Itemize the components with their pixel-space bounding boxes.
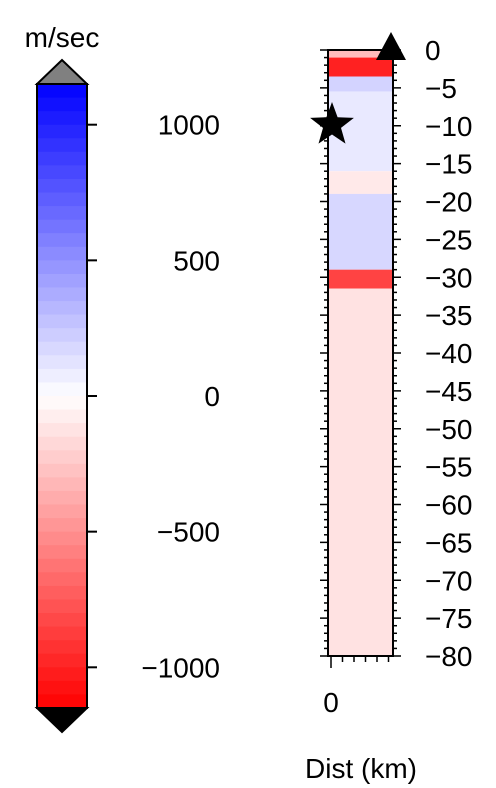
- colorbar-over-triangle: [34, 58, 90, 85]
- colorbar-band: [37, 165, 87, 180]
- velocity-layer: [328, 269, 393, 289]
- y-tick-label: −15: [425, 149, 473, 180]
- y-tick-label: −80: [425, 641, 473, 672]
- colorbar-ticks: 1000 500 0 −500 −1000: [87, 110, 220, 683]
- colorbar-band: [37, 341, 87, 356]
- colorbar-band: [37, 111, 87, 126]
- y-tick-label: −70: [425, 565, 473, 596]
- velocity-layer: [328, 171, 393, 194]
- colorbar-band: [37, 504, 87, 519]
- colorbar-band: [37, 192, 87, 207]
- colorbar-tick-label: 1000: [158, 110, 220, 141]
- x-axis-label: Dist (km): [305, 753, 417, 784]
- colorbar-band: [37, 613, 87, 628]
- colorbar-band: [37, 423, 87, 438]
- y-tick-label: −20: [425, 187, 473, 218]
- colorbar-band: [37, 667, 87, 682]
- colorbar-band: [37, 124, 87, 139]
- y-tick-label: −10: [425, 111, 473, 142]
- y-tick-label: −45: [425, 376, 473, 407]
- colorbar-unit-label: m/sec: [25, 22, 100, 53]
- profile-panel: 0 −5 −10 −15 −20 −25 −30 −35 −40 −45 −50 −55 −60 −65 −…: [305, 32, 473, 784]
- y-tick-label: −75: [425, 603, 473, 634]
- y-tick-label: 0: [425, 35, 441, 66]
- velocity-layer: [328, 50, 393, 58]
- y-tick-label: −5: [425, 73, 457, 104]
- colorbar-band: [37, 558, 87, 573]
- colorbar-band: [37, 463, 87, 478]
- colorbar-band: [37, 409, 87, 424]
- colorbar-tick-label: −1000: [141, 652, 220, 683]
- colorbar-band: [37, 572, 87, 587]
- y-tick-label: −25: [425, 224, 473, 255]
- profile-markers: [310, 32, 406, 144]
- profile-axes: 0 −5 −10 −15 −20 −25 −30 −35 −40 −45 −50 −55 −60 −65 −…: [320, 35, 473, 718]
- colorbar-tick-label: 0: [204, 381, 220, 412]
- colorbar-band: [37, 585, 87, 601]
- colorbar-band: [37, 151, 87, 166]
- colorbar-band: [37, 545, 87, 560]
- colorbar-tick-label: −500: [157, 517, 220, 548]
- colorbar-band: [37, 206, 87, 221]
- x-tick-label: 0: [323, 687, 339, 718]
- y-tick-label: −50: [425, 414, 473, 445]
- colorbar-band: [37, 84, 87, 99]
- triangle-marker: [376, 32, 406, 60]
- colorbar-under-triangle: [34, 707, 90, 734]
- colorbar-band: [37, 260, 87, 275]
- y-tick-label: −60: [425, 490, 473, 521]
- colorbar-band: [37, 273, 87, 289]
- velocity-layer: [328, 76, 393, 92]
- velocity-layer: [328, 57, 393, 77]
- colorbar-band: [37, 653, 87, 668]
- velocity-layer: [328, 193, 393, 270]
- y-tick-label: −30: [425, 262, 473, 293]
- colorbar-band: [37, 694, 87, 709]
- colorbar-band: [37, 382, 87, 397]
- colorbar-band: [37, 287, 87, 302]
- colorbar-band: [37, 368, 87, 384]
- colorbar-band: [37, 97, 87, 112]
- colorbar-band: [37, 680, 87, 696]
- colorbar-band: [37, 355, 87, 370]
- velocity-layer: [328, 288, 393, 656]
- y-tick-label: −35: [425, 300, 473, 331]
- star-marker: [310, 102, 354, 144]
- colorbar-band: [37, 314, 87, 329]
- y-tick-label: −55: [425, 452, 473, 483]
- colorbar-band: [37, 599, 87, 614]
- colorbar-band: [37, 396, 87, 411]
- colorbar-tick-label: 500: [173, 245, 220, 276]
- colorbar-band: [37, 138, 87, 153]
- colorbar-band: [37, 626, 87, 641]
- colorbar-band: [37, 178, 87, 194]
- colorbar-band: [37, 490, 87, 506]
- colorbar: m/sec 1000 500 0 −500 −1000: [25, 22, 220, 734]
- colorbar-band: [37, 518, 87, 533]
- colorbar-band: [37, 436, 87, 451]
- y-tick-label: −40: [425, 338, 473, 369]
- y-tick-label: −65: [425, 527, 473, 558]
- colorbar-band: [37, 233, 87, 248]
- colorbar-band: [37, 640, 87, 655]
- colorbar-band: [37, 328, 87, 343]
- colorbar-bands: [37, 84, 87, 709]
- colorbar-band: [37, 531, 87, 546]
- colorbar-band: [37, 477, 87, 492]
- colorbar-band: [37, 246, 87, 261]
- colorbar-band: [37, 450, 87, 465]
- profile-heatmap: [328, 50, 393, 656]
- colorbar-band: [37, 301, 87, 316]
- colorbar-band: [37, 219, 87, 234]
